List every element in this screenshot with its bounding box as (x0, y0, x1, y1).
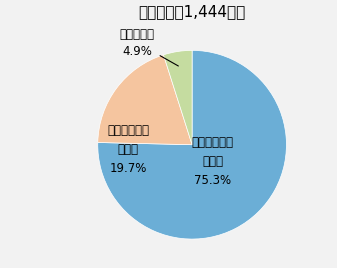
Wedge shape (98, 50, 286, 239)
Title: 無延滞者（1,444人）: 無延滞者（1,444人） (139, 4, 246, 19)
Text: 延滞したこと
がない
75.3%: 延滞したこと がない 75.3% (192, 136, 234, 187)
Wedge shape (163, 50, 192, 145)
Wedge shape (98, 55, 192, 145)
Text: 延滞したこと
がある
19.7%: 延滞したこと がある 19.7% (107, 124, 149, 175)
Text: わからない
4.9%: わからない 4.9% (120, 28, 178, 66)
